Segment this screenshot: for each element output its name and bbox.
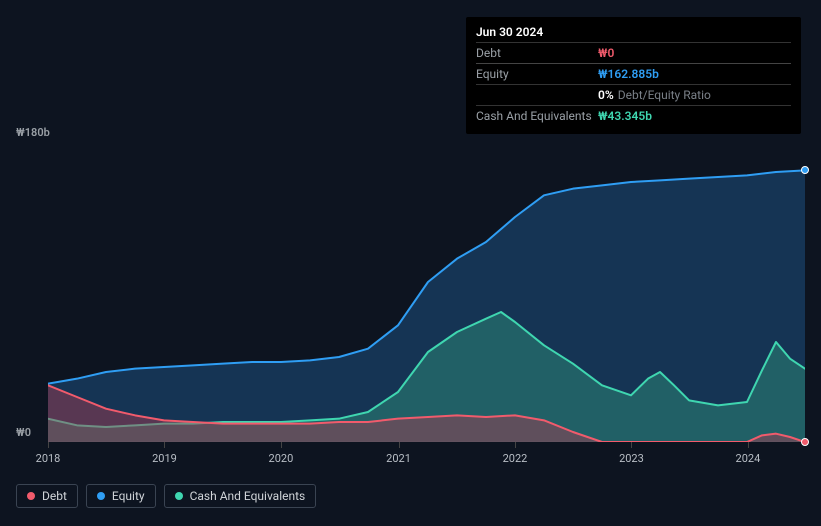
tooltip-row-value: ₩162.885b [598, 67, 659, 81]
x-tick [748, 442, 749, 448]
x-axis-label: 2023 [619, 452, 644, 465]
chart-area: ₩180b ₩0 2018 2019 2020 2021 2022 2023 2024 [16, 124, 805, 494]
x-axis-label: 2022 [503, 452, 528, 465]
legend-item-cash-and-equivalents[interactable]: Cash And Equivalents [164, 484, 317, 508]
y-axis-label: ₩180b [16, 126, 50, 139]
y-axis-label: ₩0 [16, 426, 31, 439]
legend-label: Debt [42, 489, 67, 503]
tooltip-date: Jun 30 2024 [476, 25, 791, 42]
chart-tooltip: Jun 30 2024 Debt₩0Equity₩162.885b0%Debt/… [466, 17, 801, 134]
x-tick [48, 442, 49, 448]
tooltip-row-value: 0%Debt/Equity Ratio [598, 88, 711, 102]
legend-dot [97, 492, 105, 500]
tooltip-row-value: ₩43.345b [598, 109, 652, 123]
legend-label: Equity [112, 489, 145, 503]
x-tick [631, 442, 632, 448]
tooltip-row-value: ₩0 [598, 46, 614, 60]
series-end-marker [801, 166, 809, 174]
tooltip-row: Equity₩162.885b [476, 63, 791, 84]
legend-label: Cash And Equivalents [190, 489, 306, 503]
legend-dot [175, 492, 183, 500]
x-axis-label: 2021 [386, 452, 411, 465]
x-axis-label: 2019 [152, 452, 177, 465]
tooltip-row: Cash And Equivalents₩43.345b [476, 105, 791, 126]
legend: Debt Equity Cash And Equivalents [16, 484, 316, 508]
tooltip-row-label: Debt [476, 46, 598, 60]
tooltip-row-label: Cash And Equivalents [476, 109, 598, 123]
legend-item-equity[interactable]: Equity [86, 484, 156, 508]
tooltip-row-suffix: Debt/Equity Ratio [618, 88, 711, 102]
tooltip-row: Debt₩0 [476, 42, 791, 63]
legend-dot [27, 492, 35, 500]
x-axis-label: 2020 [269, 452, 294, 465]
x-tick [281, 442, 282, 448]
plot-surface[interactable] [48, 142, 805, 442]
tooltip-row-label: Equity [476, 67, 598, 81]
x-axis: 2018201920202021202220232024 [48, 442, 805, 466]
tooltip-row: 0%Debt/Equity Ratio [476, 84, 791, 105]
x-axis-label: 2018 [36, 452, 61, 465]
x-axis-label: 2024 [736, 452, 761, 465]
x-tick [515, 442, 516, 448]
legend-item-debt[interactable]: Debt [16, 484, 78, 508]
x-tick [399, 442, 400, 448]
tooltip-row-label [476, 88, 598, 102]
x-tick [164, 442, 165, 448]
